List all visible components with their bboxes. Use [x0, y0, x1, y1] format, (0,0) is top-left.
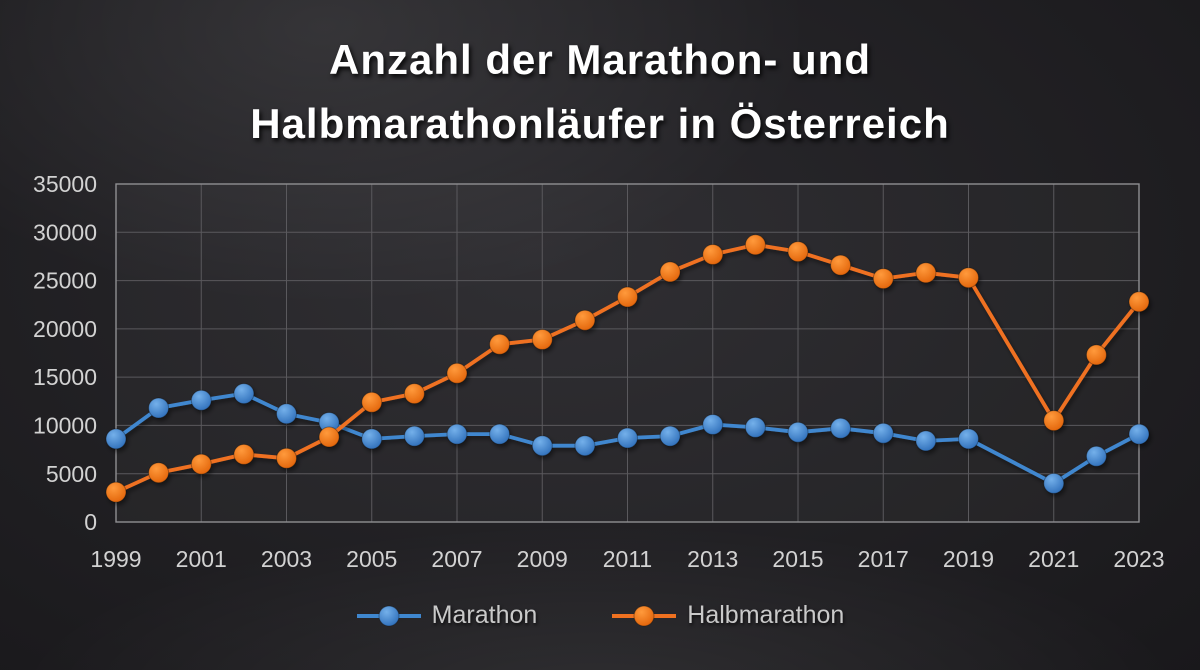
- marathon-point-2012: [659, 425, 681, 447]
- marathon-point-2011: [617, 427, 638, 449]
- halbmarathon-point-2008: [489, 333, 511, 355]
- marathon-point-2002: [233, 383, 255, 405]
- x-tick-label: 2017: [858, 546, 909, 572]
- x-tick-label: 2021: [1028, 546, 1079, 572]
- plot-border: [115, 183, 1140, 523]
- marathon-point-2001: [190, 389, 212, 411]
- x-tick-label: 2007: [431, 546, 482, 572]
- marathon-point-2021: [1043, 472, 1065, 494]
- marathon-series: [105, 383, 1150, 494]
- halbmarathon-point-2013: [702, 244, 724, 265]
- marathon-point-2006: [403, 425, 425, 447]
- x-tick-label: 2001: [176, 546, 227, 572]
- halbmarathon-point-2021: [1043, 410, 1065, 432]
- marathon-point-1999: [105, 428, 127, 450]
- marathon-point-2003: [276, 403, 297, 425]
- halbmarathon-point-2000: [148, 462, 170, 484]
- y-tick-label: 0: [84, 509, 97, 535]
- x-tick-label: 2011: [603, 546, 652, 572]
- legend-marker-halbmarathon-icon: [612, 605, 677, 626]
- halbmarathon-point-2016: [830, 254, 852, 276]
- legend-item-marathon: Marathon: [356, 601, 538, 630]
- halbmarathon-point-2011: [617, 286, 638, 308]
- x-tick-label: 2005: [346, 546, 397, 572]
- halbmarathon-point-2007: [446, 362, 468, 384]
- chart-title-line2: Halbmarathonläufer in Österreich: [250, 100, 950, 147]
- y-tick-label: 20000: [33, 316, 97, 342]
- marathon-point-2019: [958, 428, 979, 450]
- halbmarathon-point-2022: [1085, 344, 1107, 366]
- y-tick-label: 15000: [33, 364, 97, 390]
- legend-label-halbmarathon: Halbmarathon: [687, 601, 845, 629]
- chart-legend: Marathon Halbmarathon: [0, 601, 1200, 630]
- x-tick-label: 2003: [261, 546, 312, 572]
- halbmarathon-point-2003: [276, 447, 297, 469]
- marathon-point-2015: [787, 421, 809, 443]
- marathon-point-2010: [574, 435, 596, 457]
- halbmarathon-series: [105, 234, 1150, 503]
- marathon-point-2017: [872, 422, 894, 444]
- chart-title-line1: Anzahl der Marathon- und: [329, 36, 871, 83]
- halbmarathon-point-2012: [659, 261, 681, 283]
- x-tick-label: 2019: [943, 546, 994, 572]
- marathon-point-2014: [744, 416, 766, 438]
- halbmarathon-point-2001: [190, 453, 212, 475]
- marathon-point-2005: [361, 428, 383, 450]
- chart-title: Anzahl der Marathon- und Halbmarathonläu…: [0, 28, 1200, 156]
- x-tick-label: 1999: [90, 546, 141, 572]
- marathon-point-2022: [1085, 445, 1107, 467]
- x-tick-label: 2013: [687, 546, 738, 572]
- halbmarathon-point-2006: [403, 383, 425, 405]
- halbmarathon-point-2014: [744, 234, 766, 256]
- halbmarathon-point-2005: [361, 391, 383, 413]
- x-tick-label: 2015: [772, 546, 823, 572]
- marathon-point-2008: [489, 423, 511, 445]
- halbmarathon-point-2004: [318, 426, 340, 448]
- marathon-point-2000: [148, 397, 170, 419]
- halbmarathon-point-2009: [531, 329, 553, 350]
- y-tick-label: 35000: [33, 171, 97, 197]
- y-tick-label: 10000: [33, 412, 97, 438]
- legend-item-halbmarathon: Halbmarathon: [611, 601, 844, 630]
- legend-label-marathon: Marathon: [431, 601, 538, 629]
- x-axis-labels: 1999 2001 2003 2005 2007 2009 2011 2013 2015 2017…: [90, 546, 1164, 572]
- marathon-point-2013: [702, 414, 724, 435]
- halbmarathon-point-2010: [574, 309, 596, 331]
- y-tick-label: 25000: [33, 268, 97, 294]
- halbmarathon-point-2002: [233, 443, 255, 465]
- marathon-point-2018: [915, 430, 937, 452]
- halbmarathon-point-2023: [1128, 291, 1150, 313]
- y-tick-label: 30000: [33, 219, 97, 245]
- halbmarathon-point-2019: [958, 267, 979, 289]
- y-axis-labels: 0 5000 10000 15000 20000 25000 30000 35000: [33, 171, 97, 535]
- halbmarathon-point-2017: [872, 268, 894, 290]
- x-tick-label: 2023: [1113, 546, 1164, 572]
- marathon-point-2016: [830, 417, 852, 439]
- halbmarathon-point-2018: [915, 262, 937, 284]
- halbmarathon-point-1999: [105, 481, 127, 503]
- halbmarathon-point-2015: [787, 241, 809, 263]
- legend-marker-marathon-icon: [356, 605, 421, 626]
- y-tick-label: 5000: [46, 461, 97, 487]
- marathon-point-2009: [531, 435, 553, 457]
- x-tick-label: 2009: [517, 546, 568, 572]
- marathon-point-2023: [1128, 423, 1150, 445]
- marathon-point-2007: [446, 423, 468, 445]
